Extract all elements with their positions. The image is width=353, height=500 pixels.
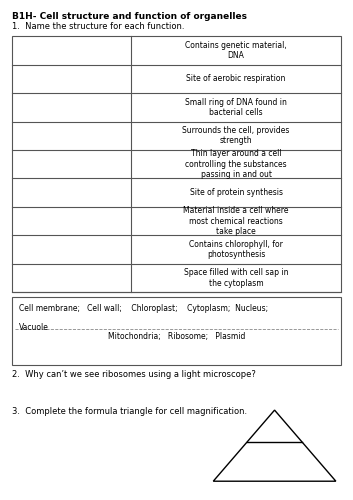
Text: Mitochondria;   Ribosome;   Plasmid: Mitochondria; Ribosome; Plasmid bbox=[108, 332, 245, 340]
Text: Material inside a cell where
most chemical reactions
take place: Material inside a cell where most chemic… bbox=[183, 206, 289, 236]
FancyBboxPatch shape bbox=[12, 297, 341, 366]
Text: Contains genetic material,
DNA: Contains genetic material, DNA bbox=[185, 40, 287, 60]
Text: 1.  Name the structure for each function.: 1. Name the structure for each function. bbox=[12, 22, 184, 32]
Text: Site of protein synthesis: Site of protein synthesis bbox=[190, 188, 282, 197]
Text: Site of aerobic respiration: Site of aerobic respiration bbox=[186, 74, 286, 84]
Text: B1H- Cell structure and function of organelles: B1H- Cell structure and function of orga… bbox=[12, 12, 247, 22]
Text: Thin layer around a cell
controlling the substances
passing in and out: Thin layer around a cell controlling the… bbox=[185, 150, 287, 179]
Text: Surrounds the cell, provides
strength: Surrounds the cell, provides strength bbox=[183, 126, 290, 146]
Text: Small ring of DNA found in
bacterial cells: Small ring of DNA found in bacterial cel… bbox=[185, 98, 287, 117]
Text: 3.  Complete the formula triangle for cell magnification.: 3. Complete the formula triangle for cel… bbox=[12, 406, 247, 416]
Text: Vacuole: Vacuole bbox=[19, 323, 49, 332]
Text: Cell membrane;   Cell wall;    Chloroplast;    Cytoplasm;  Nucleus;: Cell membrane; Cell wall; Chloroplast; C… bbox=[19, 304, 268, 312]
Polygon shape bbox=[213, 410, 336, 481]
Text: 2.  Why can’t we see ribosomes using a light microscope?: 2. Why can’t we see ribosomes using a li… bbox=[12, 370, 256, 380]
FancyBboxPatch shape bbox=[12, 36, 341, 292]
Text: Space filled with cell sap in
the cytoplasm: Space filled with cell sap in the cytopl… bbox=[184, 268, 288, 287]
Text: Contains chlorophyll, for
photosynthesis: Contains chlorophyll, for photosynthesis bbox=[189, 240, 283, 260]
